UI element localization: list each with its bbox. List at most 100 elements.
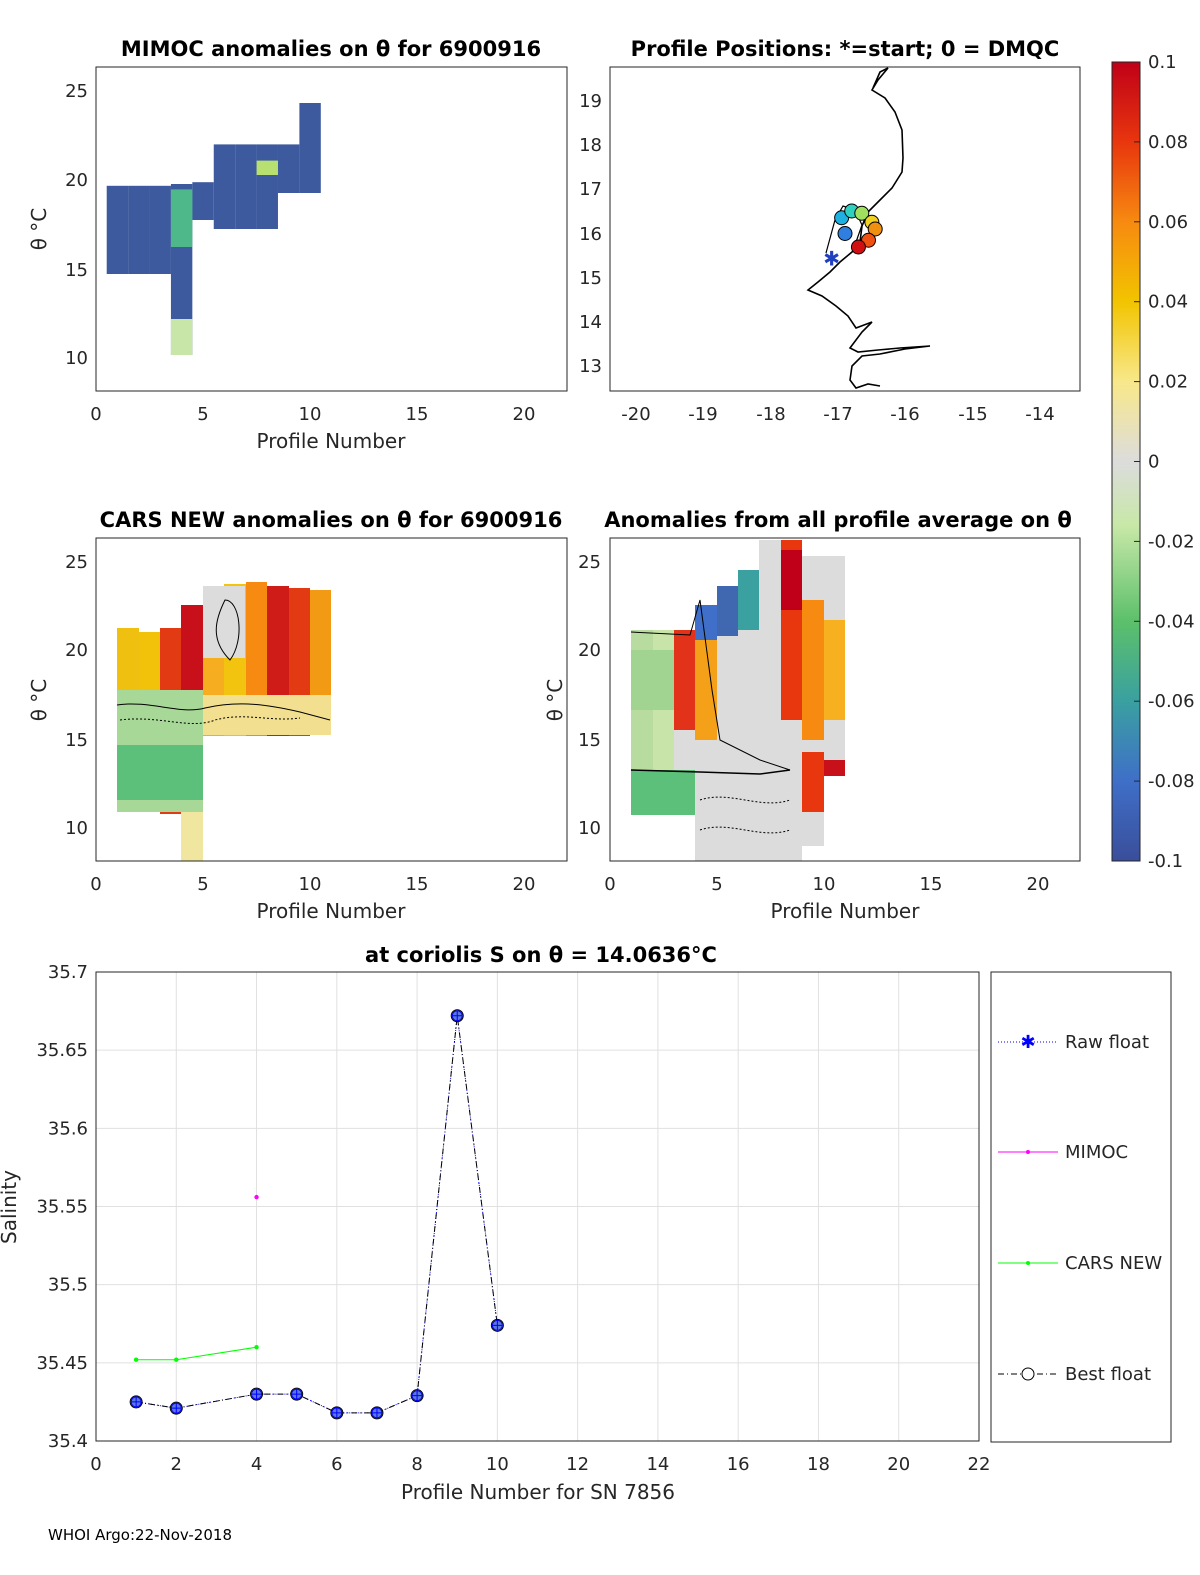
avg-contour [699, 796, 791, 834]
salinity-xtick: 14 [646, 1454, 669, 1475]
cars-contour [116, 703, 331, 721]
start-asterisk-icon: ✱ [823, 246, 840, 270]
cars-lower-band [181, 812, 203, 861]
mimoc-xtick: 20 [513, 404, 536, 425]
coastline [806, 67, 931, 389]
cars-xlabel: Profile Number [257, 899, 407, 923]
salinity-ytick: 35.5 [48, 1275, 88, 1296]
dot-marker-icon [1026, 1150, 1030, 1154]
positions-ytick: 14 [579, 312, 602, 333]
avg-warm-patch [674, 630, 695, 730]
colorbar-ticks: 0.1 0.08 0.06 0.04 0.02 0 -0.02 -0.04 -0.06 -0.08… [1134, 52, 1195, 872]
raw-float-point [131, 1396, 142, 1407]
avg-cool-patch [738, 570, 759, 630]
mimoc-xtick: 5 [197, 404, 208, 425]
mimoc-cell [170, 319, 193, 355]
salinity-xtick: 12 [566, 1454, 589, 1475]
salinity-ticks: 0 2 4 6 8 10 12 14 16 18 20 22 35.4 35.45 35.5 35.55 35.… [36, 962, 990, 1475]
best-float-point [250, 1387, 264, 1401]
avg-warm-patch [802, 752, 824, 812]
raw-float-point [371, 1407, 382, 1418]
salinity-xlabel: Profile Number for SN 7856 [401, 1480, 675, 1504]
best-float-point [129, 1395, 143, 1409]
mimoc-xtick: 10 [299, 404, 322, 425]
avg-xlabel: Profile Number [771, 899, 921, 923]
series-point-1 [254, 1194, 259, 1200]
colorbar-tick-label: -0.06 [1148, 691, 1195, 712]
colorbar-tick-label: -0.1 [1148, 851, 1183, 872]
cars-y-ticks: 10 15 20 25 [65, 552, 88, 839]
colorbar-tick-label: -0.04 [1148, 611, 1195, 632]
avg-warm-patch [824, 620, 845, 720]
colorbar-tick-label: 0.08 [1148, 132, 1188, 153]
avg-xtick: 10 [813, 874, 836, 895]
asterisk-marker-icon: ✱ [1020, 1032, 1035, 1053]
cars-xtick: 5 [197, 874, 208, 895]
circle-marker-icon [1021, 1367, 1035, 1381]
cars-ytick: 15 [65, 730, 88, 751]
mimoc-ytick: 10 [65, 348, 88, 369]
mimoc-cell [213, 144, 236, 229]
mimoc-cell [256, 144, 278, 229]
avg-xtick: 15 [920, 874, 943, 895]
legend-box [990, 971, 1172, 1443]
cars-xtick: 0 [90, 874, 101, 895]
salinity-xtick: 20 [887, 1454, 910, 1475]
avg-xtick: 0 [604, 874, 615, 895]
salinity-ytick: 35.65 [36, 1040, 88, 1061]
series-point-2 [133, 1357, 139, 1362]
positions-xtick: -19 [688, 404, 717, 425]
salinity-xtick: 4 [251, 1454, 262, 1475]
mimoc-xtick: 15 [406, 404, 429, 425]
position-markers: ✱ [823, 203, 883, 270]
best-float-point [370, 1406, 384, 1420]
colorbar: 0.1 0.08 0.06 0.04 0.02 0 -0.02 -0.04 -0.06 -0.08… [1111, 52, 1195, 872]
raw-float-point [492, 1320, 503, 1331]
cars-contour [215, 599, 240, 661]
cars-xtick: 15 [406, 874, 429, 895]
cars-x-ticks: 0 5 10 15 20 [90, 874, 535, 895]
salinity-ytick: 35.55 [36, 1197, 88, 1218]
avg-x-ticks: 0 5 10 15 20 [604, 874, 1049, 895]
positions-xtick: -15 [958, 404, 987, 425]
best-float-point [169, 1401, 183, 1415]
series-point-2 [174, 1357, 179, 1362]
positions-xtick: -18 [756, 404, 785, 425]
salinity-ytick: 35.4 [48, 1431, 88, 1452]
salinity-ytick: 35.7 [48, 962, 88, 983]
cars-xtick: 20 [513, 874, 536, 895]
mimoc-cell [235, 144, 257, 229]
avg-warm-patch [802, 600, 824, 740]
avg-contour [630, 599, 791, 771]
salinity-series [129, 1009, 504, 1420]
cars-ytick: 10 [65, 818, 88, 839]
salinity-xtick: 6 [331, 1454, 342, 1475]
mimoc-ytick: 20 [65, 170, 88, 191]
colorbar-tick-label: -0.02 [1148, 531, 1195, 552]
best-float-point [490, 1318, 504, 1332]
positions-x-ticks: -20 -19 -18 -17 -16 -15 -14 [621, 404, 1054, 425]
salinity-grid [95, 971, 980, 1442]
positions-title: Profile Positions: *=start; 0 = DMQC [631, 37, 1060, 61]
legend-label: MIMOC [1065, 1142, 1128, 1163]
mimoc-cell [149, 185, 171, 274]
mimoc-cell [299, 103, 321, 193]
mimoc-cell [106, 185, 129, 274]
mimoc-cell [170, 189, 193, 247]
raw-float-point [452, 1010, 463, 1021]
best-float-point [330, 1406, 344, 1420]
salinity-xtick: 10 [486, 1454, 509, 1475]
raw-float-point [412, 1390, 423, 1401]
mimoc-ylabel: θ °C [27, 208, 51, 251]
mimoc-cell [256, 160, 278, 175]
positions-xtick: -20 [621, 404, 650, 425]
positions-ytick: 15 [579, 268, 602, 289]
salinity-xtick: 2 [171, 1454, 182, 1475]
mimoc-cell [192, 182, 214, 220]
avg-cool-patch [717, 586, 738, 636]
salinity-xtick: 22 [968, 1454, 991, 1475]
cars-ylabel: θ °C [27, 679, 51, 722]
avg-axes-box [609, 537, 1081, 862]
avg-y-ticks: 10 15 20 25 [578, 552, 601, 839]
